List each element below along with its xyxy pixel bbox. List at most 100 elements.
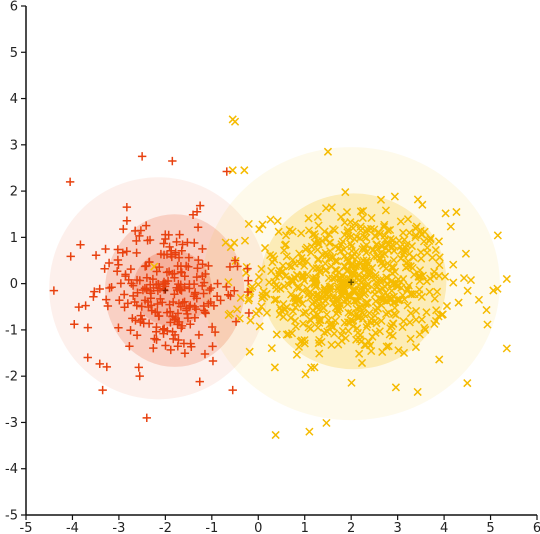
point-plus-97	[159, 239, 168, 248]
point-cross-603	[300, 335, 309, 345]
y-tick-label-4: 4	[10, 92, 18, 107]
point-cross-586	[270, 277, 279, 286]
point-plus-92	[198, 260, 207, 269]
point-plus-169	[243, 264, 252, 273]
point-plus-228	[95, 284, 104, 294]
point-plus-143	[165, 300, 174, 309]
point-cross-537	[389, 319, 398, 328]
point-cross-532	[258, 220, 267, 229]
point-cross-561	[346, 281, 355, 290]
point-cross-616	[314, 256, 323, 265]
point-cross-677	[349, 322, 358, 331]
point-plus-111	[81, 301, 90, 310]
point-plus-190	[103, 301, 113, 311]
point-plus-239	[100, 264, 109, 273]
point-cross-223	[367, 213, 376, 223]
point-cross-495	[297, 229, 306, 238]
point-cross-691	[325, 284, 334, 293]
y-tick-label-2: 2	[10, 185, 18, 200]
point-cross-551	[321, 204, 331, 213]
point-plus-62	[74, 302, 84, 312]
point-cross-693	[230, 238, 239, 247]
point-cross-597	[298, 299, 307, 308]
point-cross-239	[351, 219, 360, 228]
point-cross-297	[346, 218, 355, 227]
point-cross-389	[406, 334, 415, 343]
point-cross-219	[329, 299, 338, 308]
point-cross-589	[422, 308, 431, 317]
point-cross-472	[300, 261, 309, 270]
point-plus-238	[146, 294, 155, 303]
point-plus-248	[159, 329, 168, 338]
point-cross-514	[346, 239, 355, 248]
cluster-center-0	[162, 287, 169, 294]
point-plus-53	[83, 353, 92, 362]
point-cross-183	[355, 303, 364, 313]
point-plus-157	[91, 251, 101, 260]
point-plus-217	[156, 249, 166, 259]
point-cross-540	[280, 241, 290, 250]
point-cross-563	[371, 297, 380, 306]
point-cross-560	[286, 313, 295, 322]
point-cross-478	[383, 240, 392, 249]
point-cross-449	[233, 305, 242, 314]
y-tick-label--2: -2	[5, 370, 18, 385]
point-plus-42	[132, 301, 141, 310]
point-plus-231	[209, 301, 219, 310]
point-cross-193	[306, 324, 315, 333]
point-cross-648	[288, 227, 297, 236]
point-plus-64	[175, 230, 184, 239]
point-cross-530	[379, 295, 388, 304]
point-cross-614	[363, 281, 372, 290]
point-plus-116	[140, 284, 150, 293]
point-plus-114	[225, 262, 235, 272]
point-cross-extra-4	[502, 344, 511, 353]
point-cross-682	[340, 252, 349, 261]
point-cross-151	[270, 295, 279, 304]
point-plus-94	[165, 242, 174, 252]
point-cross-622	[357, 358, 367, 368]
point-cross-666	[338, 237, 347, 246]
point-cross-445	[425, 236, 434, 245]
point-plus-101	[132, 236, 141, 246]
point-cross-187	[272, 330, 281, 339]
point-plus-extra-5	[98, 385, 107, 395]
point-cross-618	[315, 268, 325, 277]
point-cross-525	[280, 304, 290, 313]
point-plus-106	[208, 342, 217, 351]
point-cross-683	[340, 230, 349, 240]
point-cross-447	[314, 221, 323, 230]
point-cross-567	[428, 253, 437, 262]
point-cross-437	[301, 370, 310, 379]
point-cross-23	[257, 264, 266, 274]
point-plus-46	[231, 317, 241, 326]
point-plus-21	[172, 237, 181, 247]
point-cross-246	[378, 347, 387, 357]
point-cross-555	[282, 252, 291, 261]
point-cross-439	[418, 200, 427, 209]
point-plus-236	[166, 345, 175, 355]
point-plus-131	[137, 302, 146, 311]
point-cross-492	[321, 248, 330, 257]
point-cross-573	[404, 281, 413, 290]
point-plus-214	[89, 292, 98, 301]
point-cross-349	[461, 249, 471, 258]
point-cross-291	[298, 273, 308, 282]
point-plus-201	[120, 290, 129, 299]
point-cross-634	[224, 310, 233, 320]
point-plus-31	[173, 319, 182, 329]
point-cross-651	[409, 253, 418, 262]
point-cross-486	[342, 207, 352, 217]
point-plus-63	[121, 271, 130, 281]
point-cross-556	[442, 301, 452, 311]
point-cross-425	[400, 235, 409, 244]
point-cross-257	[330, 329, 339, 338]
point-plus-115	[186, 320, 195, 329]
point-cross-575	[398, 322, 407, 332]
point-plus-189	[162, 308, 172, 317]
point-plus-218	[189, 279, 199, 289]
point-cross-543	[493, 231, 502, 240]
point-plus-113	[113, 245, 123, 254]
point-cross-474	[323, 290, 332, 299]
point-cross-4	[411, 233, 420, 242]
